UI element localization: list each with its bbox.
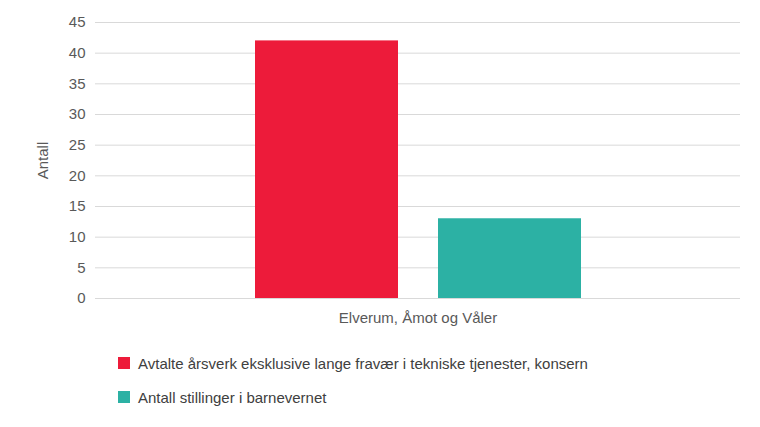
svg-text:0: 0 [77, 289, 85, 306]
svg-text:20: 20 [69, 167, 86, 184]
svg-text:35: 35 [69, 75, 86, 92]
svg-text:Antall: Antall [34, 142, 51, 180]
svg-text:10: 10 [69, 228, 86, 245]
svg-text:45: 45 [69, 13, 86, 30]
svg-text:5: 5 [77, 259, 85, 276]
svg-text:15: 15 [69, 197, 86, 214]
html-text:Antall stillinger i barneverne: Antall stillinger i barnevernet [138, 388, 327, 406]
svg-text:Elverum, Åmot og Våler: Elverum, Åmot og Våler [339, 309, 497, 326]
svg-text:25: 25 [69, 136, 86, 153]
svg-text:30: 30 [69, 105, 86, 122]
svg-text:40: 40 [69, 44, 86, 61]
html-text:Avtalte årsverk eksklusive lan: Avtalte årsverk eksklusive lange fravær … [138, 354, 588, 372]
